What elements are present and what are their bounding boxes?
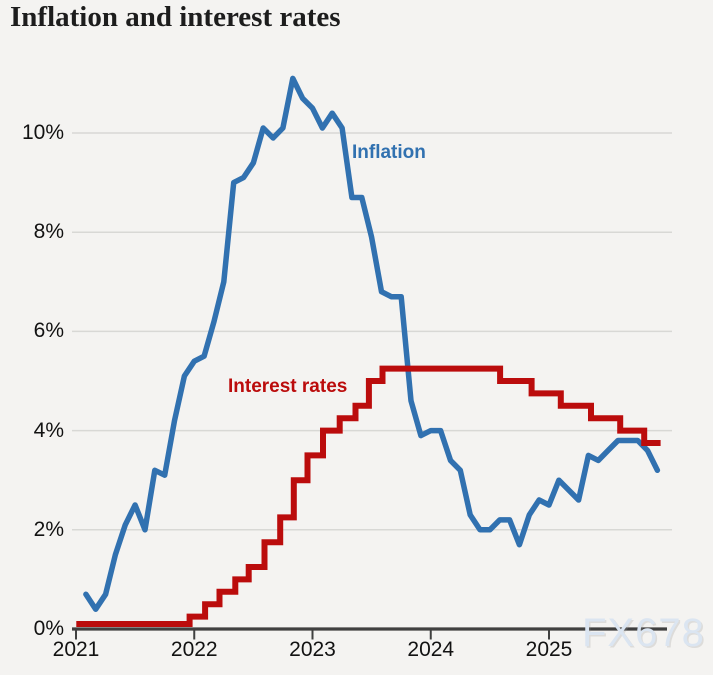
inflation-series-label: Inflation: [352, 142, 426, 163]
chart-title: Inflation and interest rates: [10, 1, 341, 33]
inflation-line: [83, 75, 661, 612]
y-tick-label-10%: 10%: [21, 121, 64, 144]
y-tick-label-2%: 2%: [33, 517, 64, 541]
x-tick-label-2022: 2022: [170, 638, 218, 661]
x-tick-label-2025: 2025: [525, 638, 573, 661]
interest-rate-line: [76, 365, 661, 627]
y-tick-label-8%: 8%: [33, 220, 64, 244]
x-tick-label-2023: 2023: [289, 638, 336, 661]
x-tick-label-2024: 2024: [407, 638, 455, 661]
y-tick-label-4%: 4%: [33, 418, 64, 442]
y-tick-label-0%: 0%: [33, 617, 64, 640]
x-tick-label-2021: 2021: [52, 638, 100, 661]
y-tick-label-6%: 6%: [33, 319, 64, 343]
watermark-fx678: FX678: [582, 611, 705, 655]
interest-rates-series-label: Interest rates: [228, 376, 348, 397]
